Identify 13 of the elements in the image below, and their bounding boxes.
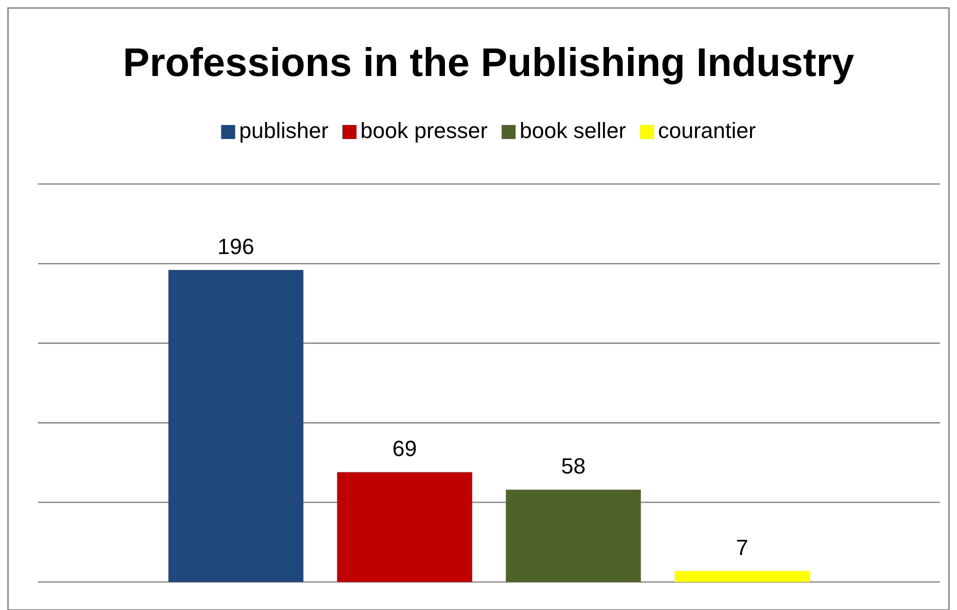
bar xyxy=(337,472,472,582)
legend-label: book presser xyxy=(360,118,488,143)
legend-label: courantier xyxy=(658,118,756,143)
bar xyxy=(674,570,810,582)
legend-label: book seller xyxy=(520,118,626,143)
chart-title: Professions in the Publishing Industry xyxy=(122,41,855,85)
data-label: 69 xyxy=(392,436,417,462)
bar xyxy=(506,490,641,582)
data-label: 196 xyxy=(218,234,254,259)
bar xyxy=(168,270,304,582)
data-label: 7 xyxy=(736,534,748,560)
data-label: 58 xyxy=(561,454,586,479)
legend-label: publisher xyxy=(239,118,328,143)
